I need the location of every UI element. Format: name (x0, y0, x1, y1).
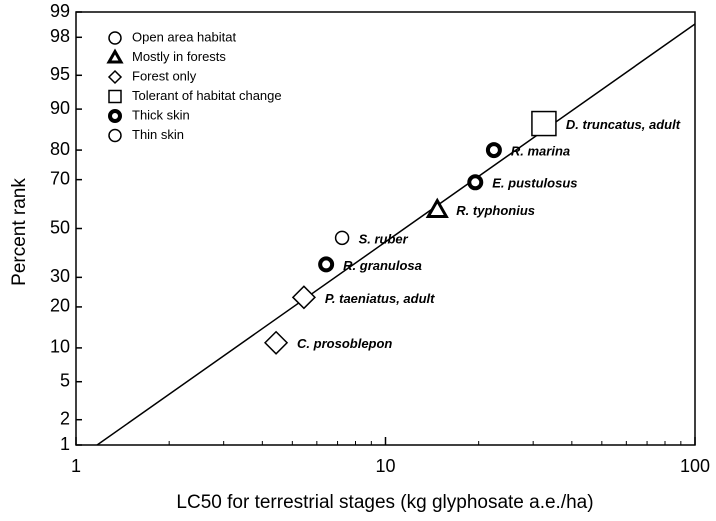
fit-line (96, 23, 696, 446)
point (467, 174, 484, 191)
legend-label: Thick skin (132, 107, 190, 122)
x-tick-label: 10 (375, 456, 395, 476)
y-tick-label: 30 (50, 266, 70, 286)
point (264, 330, 289, 355)
legend-label: Thin skin (132, 127, 184, 142)
y-tick-label: 90 (50, 98, 70, 118)
point (531, 110, 557, 137)
y-tick-label: 2 (60, 408, 70, 428)
point-label: D. truncatus, adult (566, 117, 681, 132)
y-tick-label: 95 (50, 64, 70, 84)
legend-marker (108, 89, 122, 104)
y-tick-label: 1 (60, 434, 70, 454)
y-tick-label: 10 (50, 337, 70, 357)
point-label: R. granulosa (343, 258, 422, 273)
point (485, 142, 502, 159)
y-tick-label: 98 (50, 26, 70, 46)
legend-marker (108, 31, 122, 45)
legend-marker (107, 69, 123, 85)
x-tick-label: 100 (680, 456, 710, 476)
point-label: R. typhonius (456, 203, 535, 218)
y-tick-label: 50 (50, 217, 70, 237)
point (425, 197, 449, 218)
legend-label: Tolerant of habitat change (132, 88, 282, 103)
point-label: S. ruber (359, 231, 409, 246)
legend-marker (108, 128, 122, 143)
y-tick-label: 20 (50, 296, 70, 316)
y-tick-label: 99 (50, 1, 70, 21)
y-tick-label: 5 (60, 370, 70, 390)
point-label: R. marina (511, 144, 570, 159)
legend-marker (108, 109, 122, 123)
point-label: E. pustulosus (492, 176, 577, 191)
y-tick-label: 80 (50, 139, 70, 159)
legend-marker (106, 48, 124, 64)
point-label: C. prosoblepon (297, 336, 392, 351)
y-tick-label: 70 (50, 168, 70, 188)
legend-label: Forest only (132, 68, 197, 83)
point (334, 230, 350, 246)
y-axis-label: Percent rank (9, 178, 30, 286)
point (291, 285, 316, 310)
legend-label: Open area habitat (132, 29, 236, 44)
legend-label: Mostly in forests (132, 49, 226, 64)
point (318, 256, 335, 273)
x-tick-label: 1 (71, 456, 81, 476)
x-axis-label: LC50 for terrestrial stages (kg glyphosa… (176, 492, 593, 513)
point-label: P. taeniatus, adult (325, 291, 435, 306)
